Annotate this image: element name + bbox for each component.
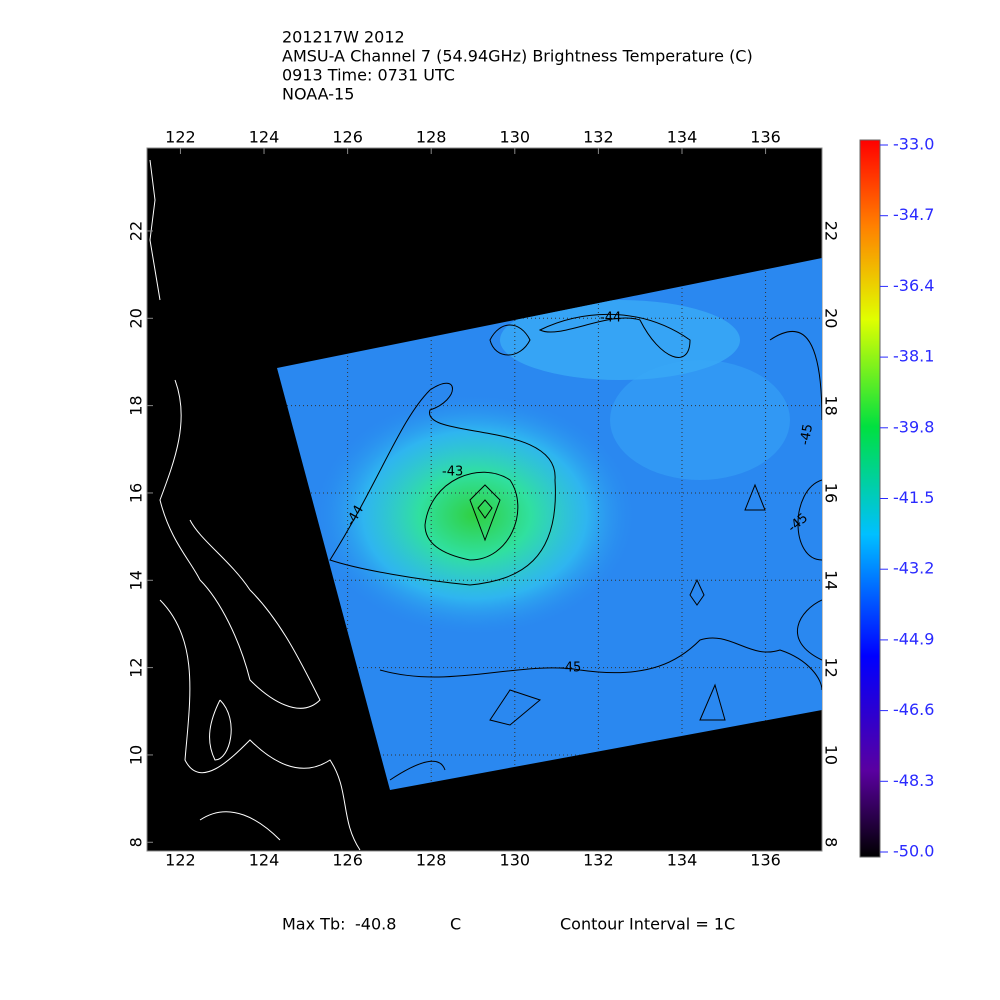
lon-label: 134 <box>667 851 698 870</box>
lon-label: 130 <box>500 851 531 870</box>
colorbar-label: -36.4 <box>893 276 934 295</box>
coast <box>159 599 361 851</box>
footer-note: Contour Interval = 1C <box>560 915 735 934</box>
colorbar-label: -44.9 <box>893 629 934 648</box>
footer-label: Max Tb: <box>282 915 345 934</box>
header: 201217W 2012 AMSU-A Channel 7 (54.94GHz)… <box>282 28 753 104</box>
colorbar <box>859 139 881 858</box>
lat-label: 18 <box>127 395 146 415</box>
swath <box>277 258 822 790</box>
lon-label: 122 <box>165 851 196 870</box>
contour-label: -45 <box>560 661 581 676</box>
lat-label: 20 <box>127 308 146 328</box>
coastline <box>149 159 361 851</box>
colorbar-label: -48.3 <box>893 771 934 790</box>
footer-unit: C <box>450 915 461 934</box>
title-line: 201217W 2012 <box>282 28 405 47</box>
warm-area <box>610 360 790 480</box>
title-line: AMSU-A Channel 7 (54.94GHz) Brightness T… <box>282 47 753 66</box>
lon-label: 126 <box>332 128 363 147</box>
colorbar-label: -46.6 <box>893 700 934 719</box>
contours <box>329 313 822 781</box>
contour-label: -45 <box>798 423 816 447</box>
contour <box>769 331 822 661</box>
colorbar-label: -41.5 <box>893 488 934 507</box>
contour <box>389 760 446 781</box>
contour <box>469 484 501 542</box>
colorbar-label: -43.2 <box>893 559 934 578</box>
lon-label: 134 <box>667 128 698 147</box>
title-line: 0913 Time: 0731 UTC <box>282 66 455 85</box>
lon-label: 136 <box>750 851 781 870</box>
lat-label: 14 <box>822 570 841 590</box>
title-line: NOAA-15 <box>282 85 354 104</box>
lon-label: 128 <box>416 851 447 870</box>
lat-label: 12 <box>822 657 841 677</box>
contour <box>379 637 822 691</box>
coast <box>149 159 321 709</box>
warm-area <box>500 300 740 380</box>
lat-label: 22 <box>822 221 841 241</box>
lon-label: 128 <box>416 128 447 147</box>
contour <box>489 324 531 356</box>
lat-label: 12 <box>127 657 146 677</box>
lat-label: 18 <box>822 395 841 415</box>
lat-label: 20 <box>822 308 841 328</box>
lat-label: 10 <box>822 745 841 765</box>
contour <box>329 382 556 586</box>
lat-label: 10 <box>127 745 146 765</box>
lon-label: 132 <box>583 851 614 870</box>
lat-label: 8 <box>127 837 146 847</box>
lon-label: 132 <box>583 128 614 147</box>
contour <box>538 313 691 358</box>
contour <box>424 471 519 561</box>
colorbar-label: -39.8 <box>893 417 934 436</box>
coast <box>199 699 281 841</box>
lat-label: 8 <box>822 837 841 847</box>
lon-label: 122 <box>165 128 196 147</box>
lat-label: 22 <box>127 221 146 241</box>
colorbar-label: -50.0 <box>893 842 934 861</box>
contour-label: -43 <box>442 465 463 480</box>
contour <box>489 483 766 726</box>
lon-label: 124 <box>249 128 280 147</box>
contour-label: -44 <box>600 311 621 326</box>
footer: Max Tb: -40.8 C Contour Interval = 1C <box>282 915 735 934</box>
colorbar-label: -33.0 <box>893 135 934 154</box>
lon-label: 130 <box>500 128 531 147</box>
lon-label: 126 <box>332 851 363 870</box>
lat-label: 14 <box>127 570 146 590</box>
lat-label: 16 <box>822 483 841 503</box>
colorbar-label: -38.1 <box>893 347 934 366</box>
lon-label: 124 <box>249 851 280 870</box>
footer-value: -40.8 <box>355 915 396 934</box>
contour <box>477 499 493 519</box>
lat-label: 16 <box>127 483 146 503</box>
lon-label: 136 <box>750 128 781 147</box>
colorbar-label: -34.7 <box>893 205 934 224</box>
